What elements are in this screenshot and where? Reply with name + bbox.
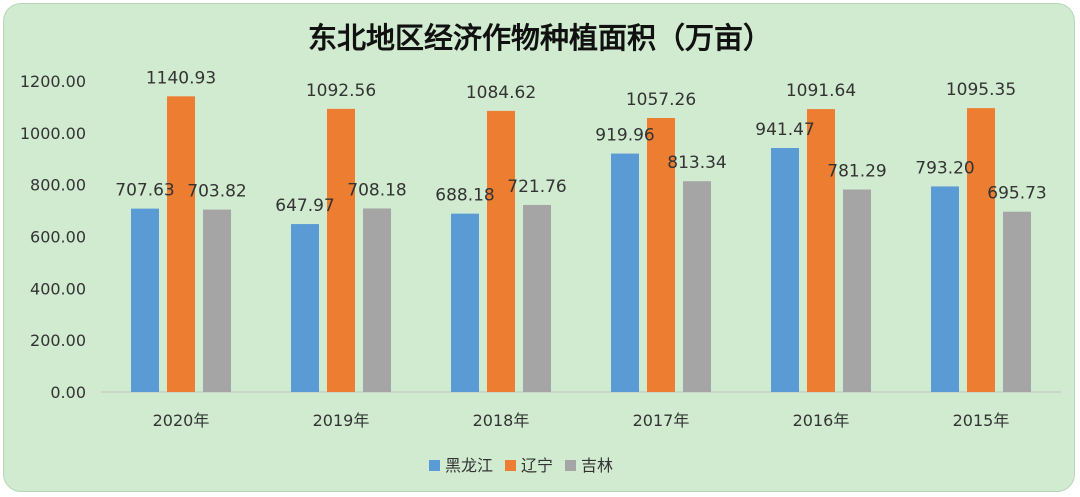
y-tick-label: 0.00	[50, 383, 86, 402]
bar	[363, 208, 391, 392]
data-label: 1057.26	[626, 90, 696, 110]
data-label: 707.63	[115, 181, 174, 201]
data-label: 647.97	[275, 196, 334, 216]
bar	[647, 117, 675, 393]
data-label: 1091.64	[786, 81, 856, 101]
legend-label: 吉林	[581, 456, 613, 475]
data-label: 781.29	[827, 162, 886, 182]
bars	[131, 96, 1031, 393]
legend-label: 黑龙江	[445, 456, 493, 475]
x-tick-label: 2017年	[633, 411, 690, 430]
legend-item: 吉林	[565, 456, 613, 475]
data-label: 1095.35	[946, 80, 1016, 100]
bar	[291, 224, 319, 392]
x-tick-label: 2018年	[473, 411, 530, 430]
bar	[1003, 211, 1031, 392]
data-label: 793.20	[915, 158, 974, 178]
x-tick-label: 2019年	[313, 411, 370, 430]
y-tick-label: 800.00	[30, 176, 86, 195]
bar	[451, 213, 479, 392]
data-label: 1092.56	[306, 81, 376, 101]
x-tick-label: 2020年	[153, 411, 210, 430]
bar	[167, 96, 195, 393]
data-label: 721.76	[507, 177, 566, 197]
y-tick-label: 1000.00	[20, 124, 86, 143]
y-tick-label: 600.00	[30, 228, 86, 247]
data-label: 688.18	[435, 186, 494, 206]
x-tick-label: 2015年	[953, 411, 1010, 430]
data-label: 919.96	[595, 126, 654, 146]
bar	[843, 189, 871, 392]
data-label: 1140.93	[146, 68, 216, 88]
legend: 黑龙江 辽宁 吉林	[429, 456, 613, 475]
data-label: 1084.62	[466, 83, 536, 103]
data-label: 703.82	[187, 182, 246, 202]
x-axis: 2020年 2019年 2018年 2017年 2016年 2015年	[101, 391, 1061, 430]
bar	[327, 108, 355, 393]
bar	[203, 209, 231, 392]
legend-item: 黑龙江	[429, 456, 493, 475]
legend-label: 辽宁	[521, 456, 553, 475]
bar	[487, 110, 515, 392]
chart-title: 东北地区经济作物种植面积（万亩）	[308, 21, 772, 55]
data-label: 708.18	[347, 180, 406, 200]
data-labels: 707.63 1140.93 703.82 647.97 1092.56 708.18 68…	[115, 68, 1046, 216]
data-label: 941.47	[755, 120, 814, 140]
x-tick-label: 2016年	[793, 411, 850, 430]
bar	[131, 208, 159, 392]
bar	[967, 108, 995, 392]
legend-swatch	[429, 460, 440, 471]
bar	[683, 181, 711, 392]
chart-frame: 东北地区经济作物种植面积（万亩） 0.00 200.00 400.00 600.00 8…	[3, 3, 1075, 492]
bar-chart: 东北地区经济作物种植面积（万亩） 0.00 200.00 400.00 600.00 8…	[20, 21, 1061, 475]
data-label: 813.34	[667, 153, 726, 173]
y-tick-label: 1200.00	[20, 72, 86, 91]
bar	[611, 153, 639, 392]
legend-swatch	[505, 460, 516, 471]
bar	[523, 204, 551, 392]
bar	[931, 186, 959, 392]
legend-item: 辽宁	[505, 456, 553, 475]
y-tick-label: 200.00	[30, 331, 86, 350]
legend-swatch	[565, 460, 576, 471]
bar	[771, 148, 799, 392]
y-tick-label: 400.00	[30, 279, 86, 298]
y-axis: 0.00 200.00 400.00 600.00 800.00 1000.00 1200.…	[20, 72, 86, 402]
data-label: 695.73	[987, 184, 1046, 204]
bar	[807, 109, 835, 392]
